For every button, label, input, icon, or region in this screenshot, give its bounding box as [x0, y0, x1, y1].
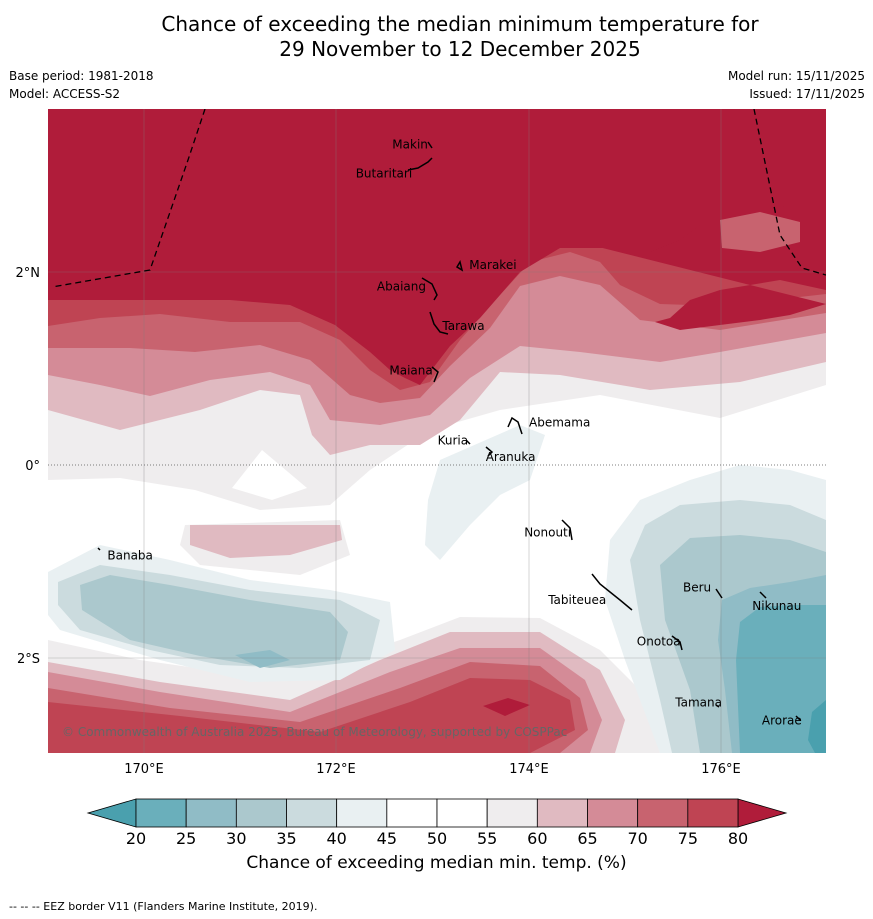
colorbar-tick-75: 75	[678, 829, 698, 848]
title-line-2: 29 November to 12 December 2025	[279, 37, 641, 61]
place-label-tarawa: Tarawa	[441, 319, 484, 333]
colorbar-tick-35: 35	[276, 829, 296, 848]
colorbar-high-arrow	[737, 798, 788, 828]
meta-left: Base period: 1981-2018 Model: ACCESS-S2	[9, 69, 154, 105]
colorbar-tick-65: 65	[577, 829, 597, 848]
place-label-nikunau: Nikunau	[752, 599, 801, 613]
place-label-onotoa: Onotoa	[637, 635, 681, 649]
colorbar-tick-80: 80	[728, 829, 748, 848]
colorbar: 20 25 30 35 40 45 50 55 60 65 70 75 80	[86, 798, 788, 848]
place-label-abemama: Abemama	[529, 415, 590, 429]
map-title: Chance of exceeding the median minimum t…	[0, 12, 873, 62]
place-label-abaiang: Abaiang	[377, 279, 426, 293]
place-label-makin: Makin	[392, 138, 428, 152]
place-labels: Makin Butaritari Marakei Abaiang Tarawa Maian…	[107, 138, 801, 728]
place-label-nonouti: Nonouti	[524, 525, 571, 539]
eez-borders	[51, 109, 826, 288]
place-label-banaba: Banaba	[107, 549, 153, 563]
model-name: Model: ACCESS-S2	[9, 87, 121, 101]
place-label-marakei: Marakei	[469, 258, 516, 272]
colorbar-tick-60: 60	[527, 829, 547, 848]
colorbar-tick-25: 25	[176, 829, 196, 848]
colorbar-tick-20: 20	[126, 829, 146, 848]
x-tick-174e: 174°E	[509, 762, 549, 777]
colorbar-low-arrow	[86, 798, 137, 828]
x-tick-170e: 170°E	[124, 762, 164, 777]
place-label-arorae: Arorae	[762, 714, 802, 728]
colorbar-segment	[386, 798, 438, 828]
colorbar-tick-30: 30	[226, 829, 246, 848]
eez-footnote: -- -- -- EEZ border V11 (Flanders Marine…	[9, 900, 318, 913]
issued-date: Issued: 17/11/2025	[749, 87, 865, 101]
colorbar-tick-50: 50	[427, 829, 447, 848]
y-tick-2n: 2°N	[16, 266, 41, 281]
colorbar-tick-40: 40	[326, 829, 346, 848]
y-tick-2s: 2°S	[17, 652, 40, 667]
colorbar-segment	[587, 798, 639, 828]
place-label-kuria: Kuria	[438, 434, 469, 448]
x-axis-ticks: 170°E 172°E 174°E 176°E	[124, 762, 741, 777]
colorbar-tick-70: 70	[627, 829, 647, 848]
colorbar-segment	[135, 798, 187, 828]
place-label-tamana: Tamana	[674, 695, 722, 709]
colorbar-segment	[185, 798, 237, 828]
colorbar-segment	[436, 798, 488, 828]
colorbar-tick-45: 45	[377, 829, 397, 848]
island-outlines	[97, 141, 801, 721]
meta-right: Model run: 15/11/2025 Issued: 17/11/2025	[728, 69, 865, 105]
place-label-butaritari: Butaritari	[356, 166, 413, 180]
colorbar-segment	[637, 798, 689, 828]
colorbar-segment	[687, 798, 739, 828]
colorbar-label: Chance of exceeding median min. temp. (%…	[246, 853, 627, 873]
place-label-maiana: Maiana	[389, 363, 432, 377]
y-axis-ticks: 2°N 0° 2°S	[16, 266, 41, 667]
title-line-1: Chance of exceeding the median minimum t…	[161, 12, 759, 36]
base-period: Base period: 1981-2018	[9, 69, 154, 83]
x-tick-176e: 176°E	[701, 762, 741, 777]
colorbar-segment	[336, 798, 388, 828]
grid-lines	[48, 109, 826, 753]
colorbar-segment	[486, 798, 538, 828]
place-label-tabiteuea: Tabiteuea	[547, 593, 606, 607]
colorbar-segment	[286, 798, 338, 828]
x-tick-172e: 172°E	[316, 762, 356, 777]
copyright-notice: © Commonwealth of Australia 2025, Bureau…	[62, 725, 567, 739]
place-label-beru: Beru	[683, 580, 711, 594]
model-run: Model run: 15/11/2025	[727, 69, 865, 83]
colorbar-segment	[235, 798, 287, 828]
y-tick-0: 0°	[25, 459, 40, 474]
map-area	[48, 109, 826, 753]
colorbar-segment	[536, 798, 588, 828]
colorbar-tick-55: 55	[477, 829, 497, 848]
place-label-aranuka: Aranuka	[486, 450, 536, 464]
